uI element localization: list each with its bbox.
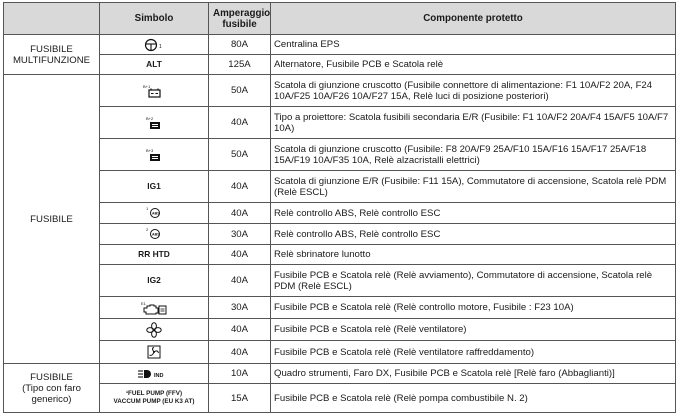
table-row: FUSIBILE MULTIFUNZIONE 1 80A Centralina … [3, 34, 676, 75]
amperage-cell: 40A [208, 106, 271, 139]
symbol-cell: IND [99, 363, 209, 384]
header-component: Componente protetto [270, 2, 676, 35]
fuse-table: Simbolo Amperaggio fusibile Componente p… [3, 2, 676, 413]
group-fuse: FUSIBILE [3, 74, 100, 364]
junction-box-icon: B+3 [143, 148, 165, 161]
amperage-cell: 30A [208, 296, 271, 319]
symbol-cell: 1 [99, 34, 209, 55]
symbol-cell [99, 318, 209, 341]
svg-text:ABS: ABS [152, 212, 160, 216]
component-cell: Relè controllo ABS, Relè controllo ESC [270, 202, 676, 224]
fan-icon [146, 321, 162, 338]
component-cell: Relè sbrinatore lunotto [270, 244, 676, 265]
symbol-cell: B+2 [99, 106, 209, 139]
table-row: IG1 40A Scatola di giunzione E/R (Fusibi… [4, 170, 676, 203]
amperage-cell: 40A [208, 264, 271, 297]
component-cell: Scatola di giunzione cruscotto (Fusibile… [270, 138, 676, 171]
component-cell: Fusibile PCB e Scatola relè (Relè contro… [270, 296, 676, 319]
amperage-cell: 80A [208, 34, 271, 55]
symbol-cell: ABS 1 [99, 202, 209, 224]
group-fuse-generic: FUSIBILE (Tipo con faro generico) [3, 363, 100, 413]
table-row: E1 30A Fusibile PCB e Scatola relè (Relè… [4, 296, 676, 319]
symbol-cell: B+1 [99, 74, 209, 107]
component-cell: Centralina EPS [270, 34, 676, 55]
component-cell: Fusibile PCB e Scatola relè (Relè ventil… [270, 340, 676, 364]
amperage-cell: 40A [208, 244, 271, 265]
steering-eps-icon: 1 [143, 38, 165, 51]
amperage-cell: 40A [208, 170, 271, 203]
table-row: RR HTD 40A Relè sbrinatore lunotto [4, 244, 676, 265]
svg-text:B+1: B+1 [143, 84, 151, 89]
symbol-text: RR HTD [138, 249, 170, 259]
table-header-row: Simbolo Amperaggio fusibile Componente p… [3, 2, 676, 35]
component-cell: Fusibile PCB e Scatola relè (Relè ventil… [270, 318, 676, 341]
table-row: ¹FUEL PUMP (FFV) VACCUM PUMP (EU K3 AT) … [4, 383, 676, 413]
symbol-cell: IG1 [99, 170, 209, 203]
header-amperage: Amperaggio fusibile [208, 2, 271, 35]
battery-junction-icon: B+1 [143, 84, 165, 98]
abs-icon: ABS 1 [145, 206, 163, 219]
svg-text:ABS: ABS [152, 233, 160, 237]
svg-text:IND: IND [154, 373, 164, 379]
symbol-cell: E1 [99, 296, 209, 319]
table-row: FUSIBILE (Tipo con faro generico) IND 10… [3, 363, 676, 413]
amperage-cell: 15A [208, 383, 271, 413]
symbol-text: IG2 [147, 275, 161, 285]
abs-icon: ABS 2 [145, 227, 163, 240]
table-row: ABS 2 30A Relè controllo ABS, Relè contr… [4, 223, 676, 245]
symbol-cell: B+3 [99, 138, 209, 171]
symbol-cell: ¹FUEL PUMP (FFV) VACCUM PUMP (EU K3 AT) [99, 383, 209, 413]
table-row: IG2 40A Fusibile PCB e Scatola relè (Rel… [4, 264, 676, 297]
table-row: FUSIBILE B+1 50A Scatola di giunzione cr… [3, 74, 676, 364]
component-cell: Quadro strumenti, Faro DX, Fusibile PCB … [270, 363, 676, 384]
table-row: 40A Fusibile PCB e Scatola relè (Relè ve… [4, 340, 676, 364]
engine-control-icon: E1 [141, 301, 167, 314]
header-symbol: Simbolo [99, 2, 209, 35]
amperage-cell: 50A [208, 138, 271, 171]
component-cell: Alternatore, Fusibile PCB e Scatola relè [270, 54, 676, 75]
svg-text:B+3: B+3 [146, 148, 154, 153]
group-multifunction: FUSIBILE MULTIFUNZIONE [3, 34, 100, 75]
table-row: ALT 125A Alternatore, Fusibile PCB e Sca… [4, 54, 676, 75]
svg-text:2: 2 [146, 227, 149, 232]
symbol-text: ¹FUEL PUMP (FFV) VACCUM PUMP (EU K3 AT) [113, 390, 195, 405]
amperage-cell: 40A [208, 340, 271, 364]
svg-text:1: 1 [146, 206, 149, 211]
svg-text:E1: E1 [141, 301, 147, 306]
symbol-cell: ALT [99, 54, 209, 75]
header-group [3, 2, 100, 35]
symbol-cell: ABS 2 [99, 223, 209, 245]
amperage-cell: 40A [208, 318, 271, 341]
component-cell: Fusibile PCB e Scatola relè (Relè pompa … [270, 383, 676, 413]
cooling-fan-icon [146, 345, 162, 359]
component-cell: Relè controllo ABS, Relè controllo ESC [270, 223, 676, 245]
svg-text:1: 1 [159, 44, 162, 50]
component-cell: Fusibile PCB e Scatola relè (Relè avviam… [270, 264, 676, 297]
symbol-text: IG1 [147, 181, 161, 191]
component-cell: Tipo a proiettore: Scatola fusibili seco… [270, 106, 676, 139]
component-cell: Scatola di giunzione E/R (Fusibile: F11 … [270, 170, 676, 203]
amperage-cell: 50A [208, 74, 271, 107]
amperage-cell: 30A [208, 223, 271, 245]
table-row: 40A Fusibile PCB e Scatola relè (Relè ve… [4, 318, 676, 341]
table-row: B+3 50A Scatola di giunzione cruscotto (… [4, 138, 676, 171]
table-row: ABS 1 40A Relè controllo ABS, Relè contr… [4, 202, 676, 224]
component-cell: Scatola di giunzione cruscotto (Fusibile… [270, 74, 676, 107]
amperage-cell: 125A [208, 54, 271, 75]
headlamp-high-beam-icon: IND [137, 368, 171, 379]
junction-box-icon: B+2 [143, 116, 165, 129]
symbol-cell: RR HTD [99, 244, 209, 265]
amperage-cell: 40A [208, 202, 271, 224]
symbol-text: ALT [146, 59, 162, 69]
table-row: B+2 40A Tipo a proiettore: Scatola fusib… [4, 106, 676, 139]
symbol-cell: IG2 [99, 264, 209, 297]
svg-text:B+2: B+2 [146, 116, 154, 121]
amperage-cell: 10A [208, 363, 271, 384]
symbol-cell [99, 340, 209, 364]
